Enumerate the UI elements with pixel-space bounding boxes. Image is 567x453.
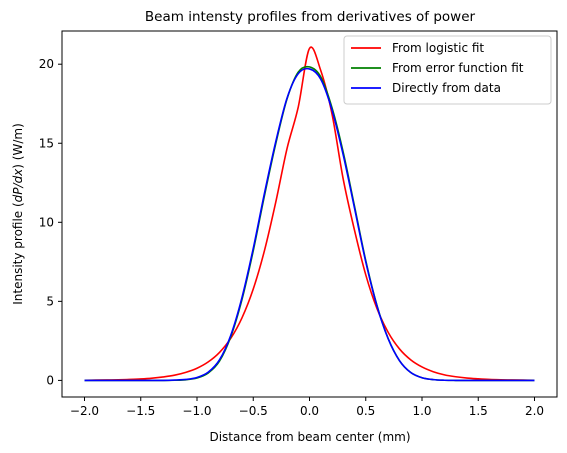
y-tick-label: 10 [39,215,54,229]
x-tick-label: 2.0 [525,404,544,418]
y-axis-ticks: 0 5 10 15 20 [39,57,62,387]
y-tick-label: 15 [39,136,54,150]
legend-items: From logistic fit From error function fit… [351,41,524,95]
y-axis-label-suffix: ) (W/m) [11,123,25,168]
x-tick-label: −1.5 [126,404,155,418]
x-tick-label: −0.5 [239,404,268,418]
series-line-1 [84,46,535,382]
x-tick-label: −2.0 [70,404,99,418]
y-axis-label-math: dP/dx [11,168,25,203]
series-layer [84,46,535,382]
legend: From logistic fit From error function fit… [343,35,552,105]
y-tick-label: 0 [46,373,54,387]
x-tick-label: 1.0 [412,404,431,418]
legend-label: From error function fit [392,61,524,75]
y-tick-label: 20 [39,57,54,71]
chart-title: Beam intensty profiles from derivatives … [145,9,476,25]
legend-label: Directly from data [392,81,501,95]
legend-label: From logistic fit [392,41,484,55]
x-tick-label: 1.5 [469,404,488,418]
x-tick-label: −1.0 [182,404,211,418]
y-axis-label-prefix: Intensity profile ( [11,202,25,304]
y-tick-label: 5 [46,294,54,308]
y-axis-label: Intensity profile (dP/dx) (W/m) [11,123,25,305]
x-tick-label: 0.5 [356,404,375,418]
x-axis-label: Distance from beam center (mm) [209,430,410,444]
x-tick-label: 0.0 [300,404,319,418]
x-axis-ticks: −2.0 −1.5 −1.0 −0.5 0.0 0.5 1.0 1.5 2.0 [70,397,544,418]
series-line-3 [84,67,535,382]
legend-box [343,35,552,105]
